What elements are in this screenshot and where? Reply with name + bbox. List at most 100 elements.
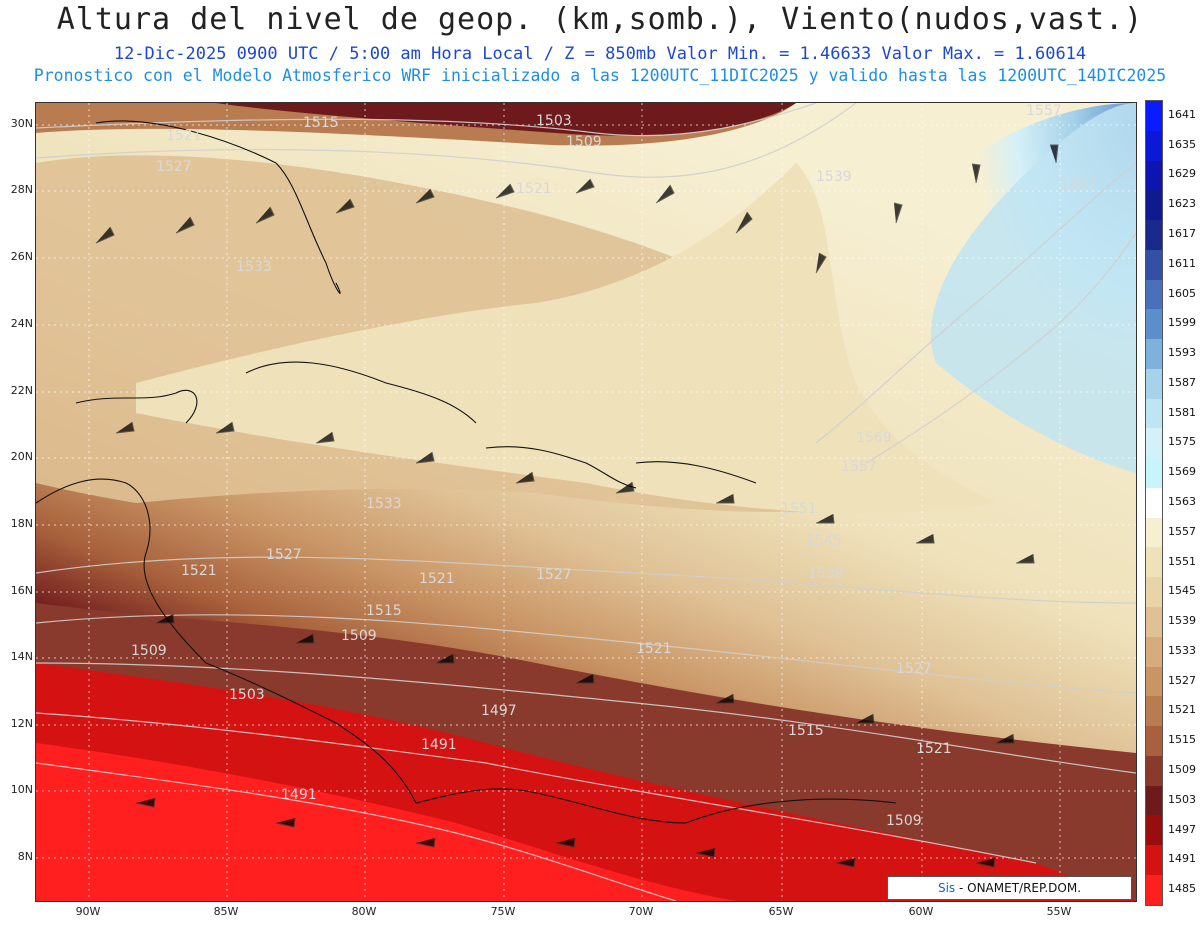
colorbar-swatch: [1146, 220, 1162, 250]
colorbar-label: 1641: [1168, 107, 1196, 121]
colorbar-label: 1587: [1168, 375, 1196, 389]
contour-label: 1521: [516, 181, 552, 197]
colorbar-swatch: [1146, 279, 1162, 310]
colorbar-swatch: [1146, 458, 1162, 488]
colorbar-label: 1599: [1168, 316, 1196, 330]
colorbar-label: 1623: [1168, 197, 1196, 211]
colorbar-label: 1563: [1168, 495, 1196, 508]
lon-label: 55W: [1046, 905, 1072, 918]
contour-label: 1509: [886, 813, 922, 829]
colorbar-label: 1545: [1168, 584, 1196, 598]
colorbar-swatch: [1146, 607, 1162, 637]
colorbar-swatch: [1146, 755, 1162, 786]
credit-text: - ONAMET/REP.DOM.: [958, 881, 1082, 895]
geopotential-map: 1515 1503 1509 1521 1527 1521 1533 1557 …: [35, 102, 1137, 902]
colorbar-label: 1635: [1168, 137, 1196, 151]
colorbar-label: 1533: [1168, 643, 1196, 657]
colorbar-label: 1617: [1168, 227, 1196, 240]
colorbar-swatch: [1146, 428, 1162, 459]
contour-label: 1521: [181, 563, 217, 579]
lat-label: 16N: [10, 584, 33, 597]
contour-label: 1521: [636, 641, 672, 657]
colorbar-label: 1593: [1168, 346, 1196, 360]
lat-label: 14N: [10, 650, 33, 663]
colorbar-label: 1491: [1168, 852, 1196, 866]
colorbar-label: 1527: [1168, 673, 1196, 687]
contour-label: 1497: [481, 703, 517, 719]
contour-label: 1491: [421, 737, 457, 753]
colorbar-label: 1605: [1168, 286, 1196, 300]
colorbar-label: 1629: [1168, 167, 1196, 181]
lon-label: 60W: [908, 905, 934, 918]
lat-label: 20N: [10, 450, 33, 463]
contour-label: 1527: [156, 159, 192, 175]
colorbar-swatch: [1146, 874, 1162, 905]
colorbar-label: 1575: [1168, 435, 1196, 449]
colorbar-swatch: [1146, 696, 1162, 727]
lon-label: 75W: [490, 905, 516, 918]
colorbar-swatch: [1146, 487, 1162, 518]
lat-label: 24N: [10, 317, 33, 330]
colorbar-label: 1569: [1168, 465, 1196, 479]
map-subtitle-time: 12-Dic-2025 0900 UTC / 5:00 am Hora Loca…: [113, 44, 1087, 64]
lon-label: 80W: [351, 905, 377, 918]
colorbar-label: 1539: [1168, 614, 1196, 628]
map-title: Altura del nivel de geop. (km,somb.), Vi…: [56, 2, 1144, 37]
colorbar-swatch: [1146, 339, 1162, 369]
contour-label: 1509: [341, 628, 377, 644]
contour-label: 1521: [166, 128, 202, 144]
colorbar-swatch: [1146, 160, 1162, 191]
contour-label: 1503: [229, 687, 265, 703]
colorbar-label: 1497: [1168, 822, 1196, 836]
lat-label: 8N: [17, 850, 33, 863]
contour-label: 1509: [566, 134, 602, 150]
sis-logo: Sis: [937, 881, 956, 895]
colorbar-swatch: [1146, 666, 1162, 697]
lat-label: 26N: [10, 250, 33, 263]
colorbar-swatch: [1146, 547, 1162, 578]
contour-label: 1521: [419, 571, 455, 587]
lat-label: 22N: [10, 384, 33, 397]
contour-label: 1503: [536, 113, 572, 129]
lon-label: 65W: [768, 905, 794, 918]
colorbar-swatch: [1146, 577, 1162, 608]
contour-label: 1533: [236, 259, 272, 275]
colorbar-swatch: [1146, 636, 1162, 667]
contour-label-group: 1515 1503 1509 1521 1527 1521 1533 1557 …: [131, 103, 1097, 901]
lat-lon-grid: [36, 103, 1136, 901]
colorbar-swatch: [1146, 190, 1162, 221]
lon-label: 90W: [75, 905, 101, 918]
colorbar-swatch: [1146, 517, 1162, 548]
colorbar-swatch: [1146, 726, 1162, 756]
contour-label: 1539: [816, 169, 852, 185]
band-north-dark: [216, 103, 796, 136]
colorbar-label: 1581: [1168, 405, 1196, 419]
lon-label: 70W: [628, 905, 654, 918]
colorbar-label: 1515: [1168, 733, 1196, 747]
contour-label: 1545: [806, 533, 842, 549]
contour-label: 1515: [788, 723, 824, 739]
colorbar-swatch: [1146, 398, 1162, 429]
colorbar-label: 1509: [1168, 763, 1196, 776]
contour-label: 1527: [896, 661, 932, 677]
contour-label: 1569: [856, 430, 892, 446]
colorbar-swatch: [1146, 309, 1162, 340]
credit-box: Sis - ONAMET/REP.DOM.: [887, 876, 1132, 900]
colorbar-label: 1551: [1168, 554, 1196, 568]
colorbar-label: 1503: [1168, 792, 1196, 806]
lat-label: 30N: [10, 117, 33, 130]
lat-label: 10N: [10, 783, 33, 796]
band-light-tan: [136, 163, 996, 514]
contour-label: 1521: [916, 741, 952, 757]
contour-label: 1587: [1061, 177, 1097, 193]
colorbar-label: 1521: [1168, 703, 1196, 717]
colorbar-swatch: [1146, 101, 1162, 131]
colorbar-swatch: [1146, 368, 1162, 399]
lat-label: 12N: [10, 717, 33, 730]
coastlines: [36, 120, 897, 824]
map-subtitle-model: Pronostico con el Modelo Atmosferico WRF…: [33, 66, 1167, 85]
lat-label: 18N: [10, 517, 33, 530]
colorbar-swatch: [1146, 845, 1162, 875]
lon-label: 85W: [213, 905, 239, 918]
band-south-bright-red: [36, 743, 736, 901]
